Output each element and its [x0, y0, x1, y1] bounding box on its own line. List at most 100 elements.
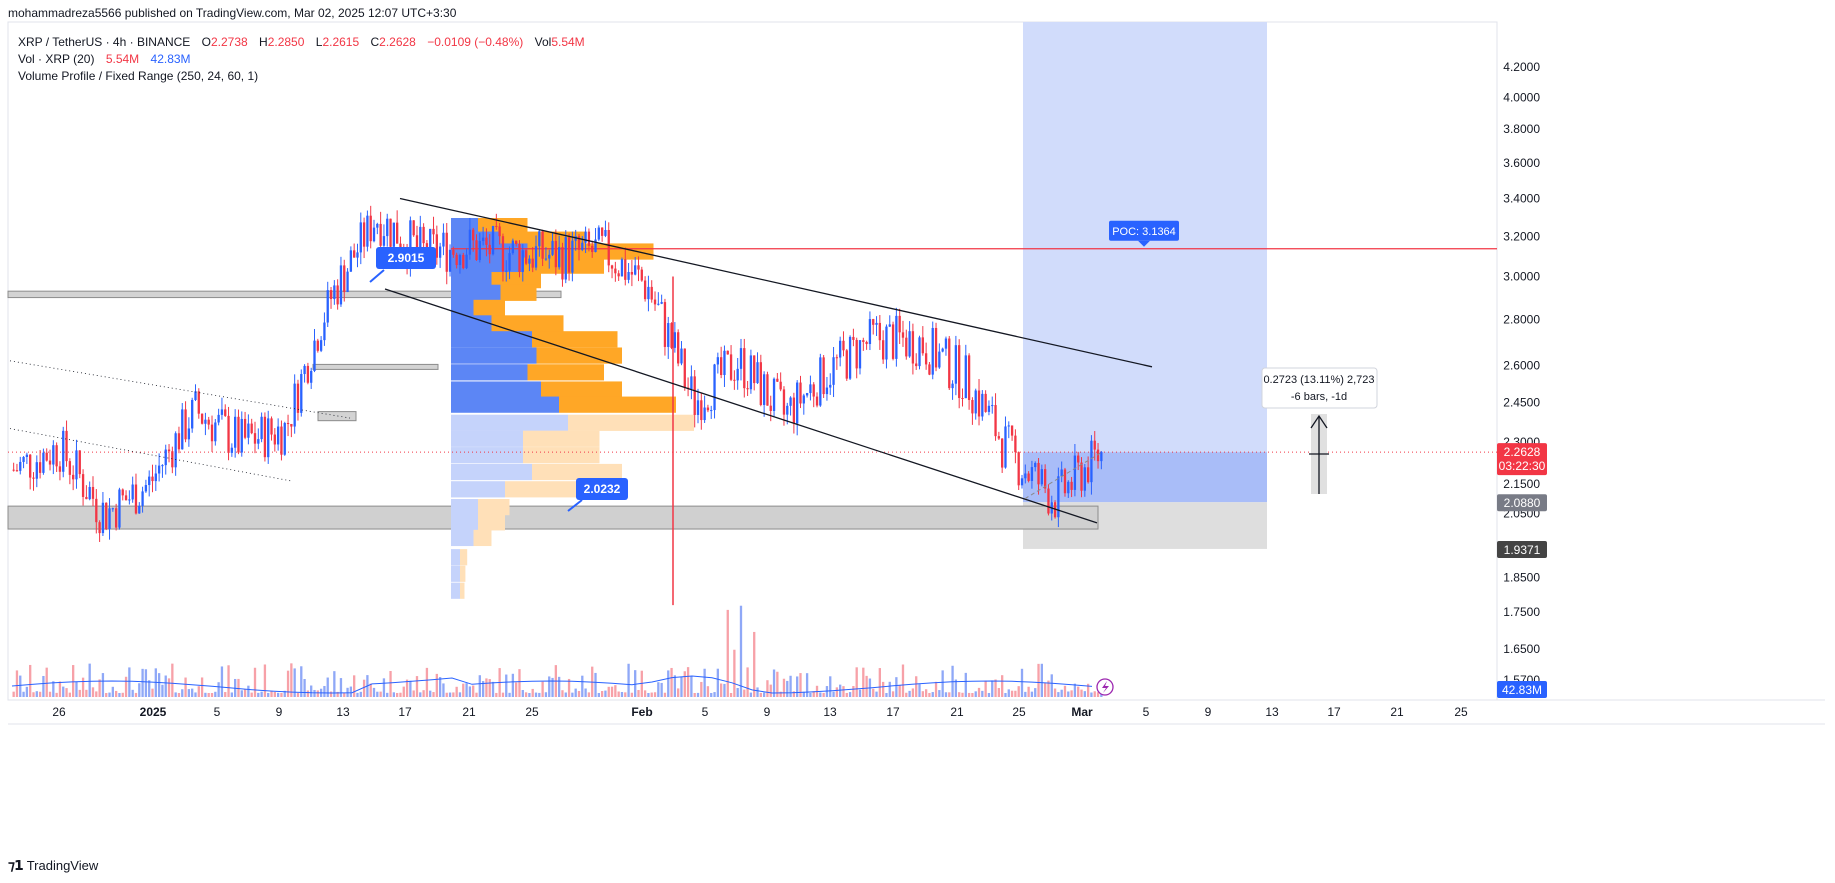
candle: [700, 393, 703, 430]
candle-body: [468, 229, 472, 255]
volume-bar: [872, 688, 875, 697]
volume-bar: [293, 668, 296, 697]
candle-body: [786, 405, 789, 415]
candle: [729, 345, 733, 382]
legend-volume-row[interactable]: Vol · XRP (20) 5.54M 42.83M: [18, 51, 585, 68]
candle-body: [121, 489, 124, 496]
candle: [954, 335, 958, 396]
volume-bar: [948, 692, 951, 697]
candle-body: [531, 258, 534, 268]
candle-body: [941, 348, 944, 352]
legend-symbol-row[interactable]: XRP / TetherUS · 4h · BINANCE O2.2738 H2…: [18, 34, 585, 51]
candle-body: [753, 355, 756, 384]
volume-bar: [167, 678, 171, 697]
candle-body: [587, 231, 591, 246]
legend-volume-profile[interactable]: Volume Profile / Fixed Range (250, 24, 6…: [18, 69, 259, 83]
volume-bar: [138, 683, 141, 697]
callout-high: 2.9015: [376, 247, 436, 269]
volume-bar: [921, 691, 924, 697]
volume-bar: [68, 692, 72, 697]
candle: [68, 458, 72, 485]
candle: [452, 246, 455, 258]
legend-vp-row[interactable]: Volume Profile / Fixed Range (250, 24, 6…: [18, 68, 585, 85]
candle-body: [842, 340, 845, 351]
volume-bar: [468, 686, 472, 697]
volume-bar: [118, 693, 121, 697]
resistance-band-mid: [312, 363, 439, 370]
candle: [15, 463, 19, 472]
price-tick-label: 2.8000: [1503, 312, 1540, 326]
vp-row-up: [451, 565, 460, 582]
candle-body: [779, 381, 782, 390]
candle-body: [657, 303, 660, 305]
legend-symbol[interactable]: XRP / TetherUS · 4h · BINANCE: [18, 35, 191, 49]
candle-body: [584, 231, 587, 243]
volume-bar: [392, 692, 396, 697]
candle-body: [931, 327, 934, 375]
candle-body: [81, 474, 85, 497]
candle-body: [214, 422, 217, 442]
vp-row-up: [451, 396, 559, 413]
vp-row-down: [491, 272, 541, 289]
volume-bar: [210, 692, 214, 697]
volume-bar: [782, 678, 786, 697]
legend-change: −0.0109 (−0.48%): [427, 35, 524, 49]
candle: [25, 452, 29, 465]
candle: [276, 418, 280, 451]
volume-bar: [918, 684, 921, 697]
price-tick-label: 2.4500: [1503, 396, 1540, 410]
volume-bar: [944, 692, 948, 697]
candle: [789, 396, 792, 416]
candle-body: [511, 240, 515, 254]
legend-vol-indicator[interactable]: Vol · XRP (20): [18, 52, 95, 66]
volume-bar: [369, 683, 372, 697]
candle-body: [703, 407, 706, 421]
candle-body: [875, 322, 878, 325]
poc-label-box: [1109, 220, 1179, 241]
measure-line-2: -6 bars, -1d: [1291, 391, 1347, 403]
candle-body: [234, 416, 237, 448]
candle: [224, 404, 227, 417]
volume-bar: [521, 690, 524, 697]
candle: [802, 393, 805, 415]
time-tick-label: 21: [950, 705, 964, 719]
candle: [280, 420, 283, 461]
volume-bar: [967, 692, 971, 697]
candle-body: [392, 222, 396, 247]
candle: [650, 280, 653, 303]
vp-row-up: [451, 447, 523, 464]
volume-bar: [703, 668, 706, 697]
candle-body: [974, 390, 977, 414]
candle-body: [994, 405, 997, 437]
candle-body: [1073, 455, 1077, 490]
candle: [240, 411, 243, 457]
candle: [316, 338, 319, 353]
candle-body: [128, 499, 131, 501]
volume-bar: [339, 678, 343, 697]
volume-bar: [197, 686, 200, 697]
volume-bar: [343, 692, 346, 697]
volume-bar: [452, 692, 455, 697]
footer-brand[interactable]: ⁊𝟭 TradingView: [8, 857, 98, 874]
candle-body: [48, 460, 52, 465]
volume-bar: [994, 679, 997, 697]
candle-body: [227, 415, 230, 453]
callout-high-box: [376, 247, 436, 269]
candle-body: [634, 265, 637, 275]
candle: [653, 291, 657, 311]
volume-bar: [1020, 668, 1024, 697]
volume-bar: [997, 688, 1001, 697]
candle: [987, 400, 991, 416]
volume-bar: [832, 691, 835, 697]
candle-body: [270, 418, 273, 435]
candle-body: [495, 225, 498, 227]
volume-bar: [111, 686, 114, 697]
candle-body: [329, 290, 333, 300]
candle-body: [422, 226, 425, 244]
volume-bar: [485, 678, 488, 697]
candle-body: [200, 413, 204, 424]
time-tick-label: 25: [525, 705, 539, 719]
vp-row-down: [523, 447, 600, 464]
volume-bar: [898, 685, 901, 697]
